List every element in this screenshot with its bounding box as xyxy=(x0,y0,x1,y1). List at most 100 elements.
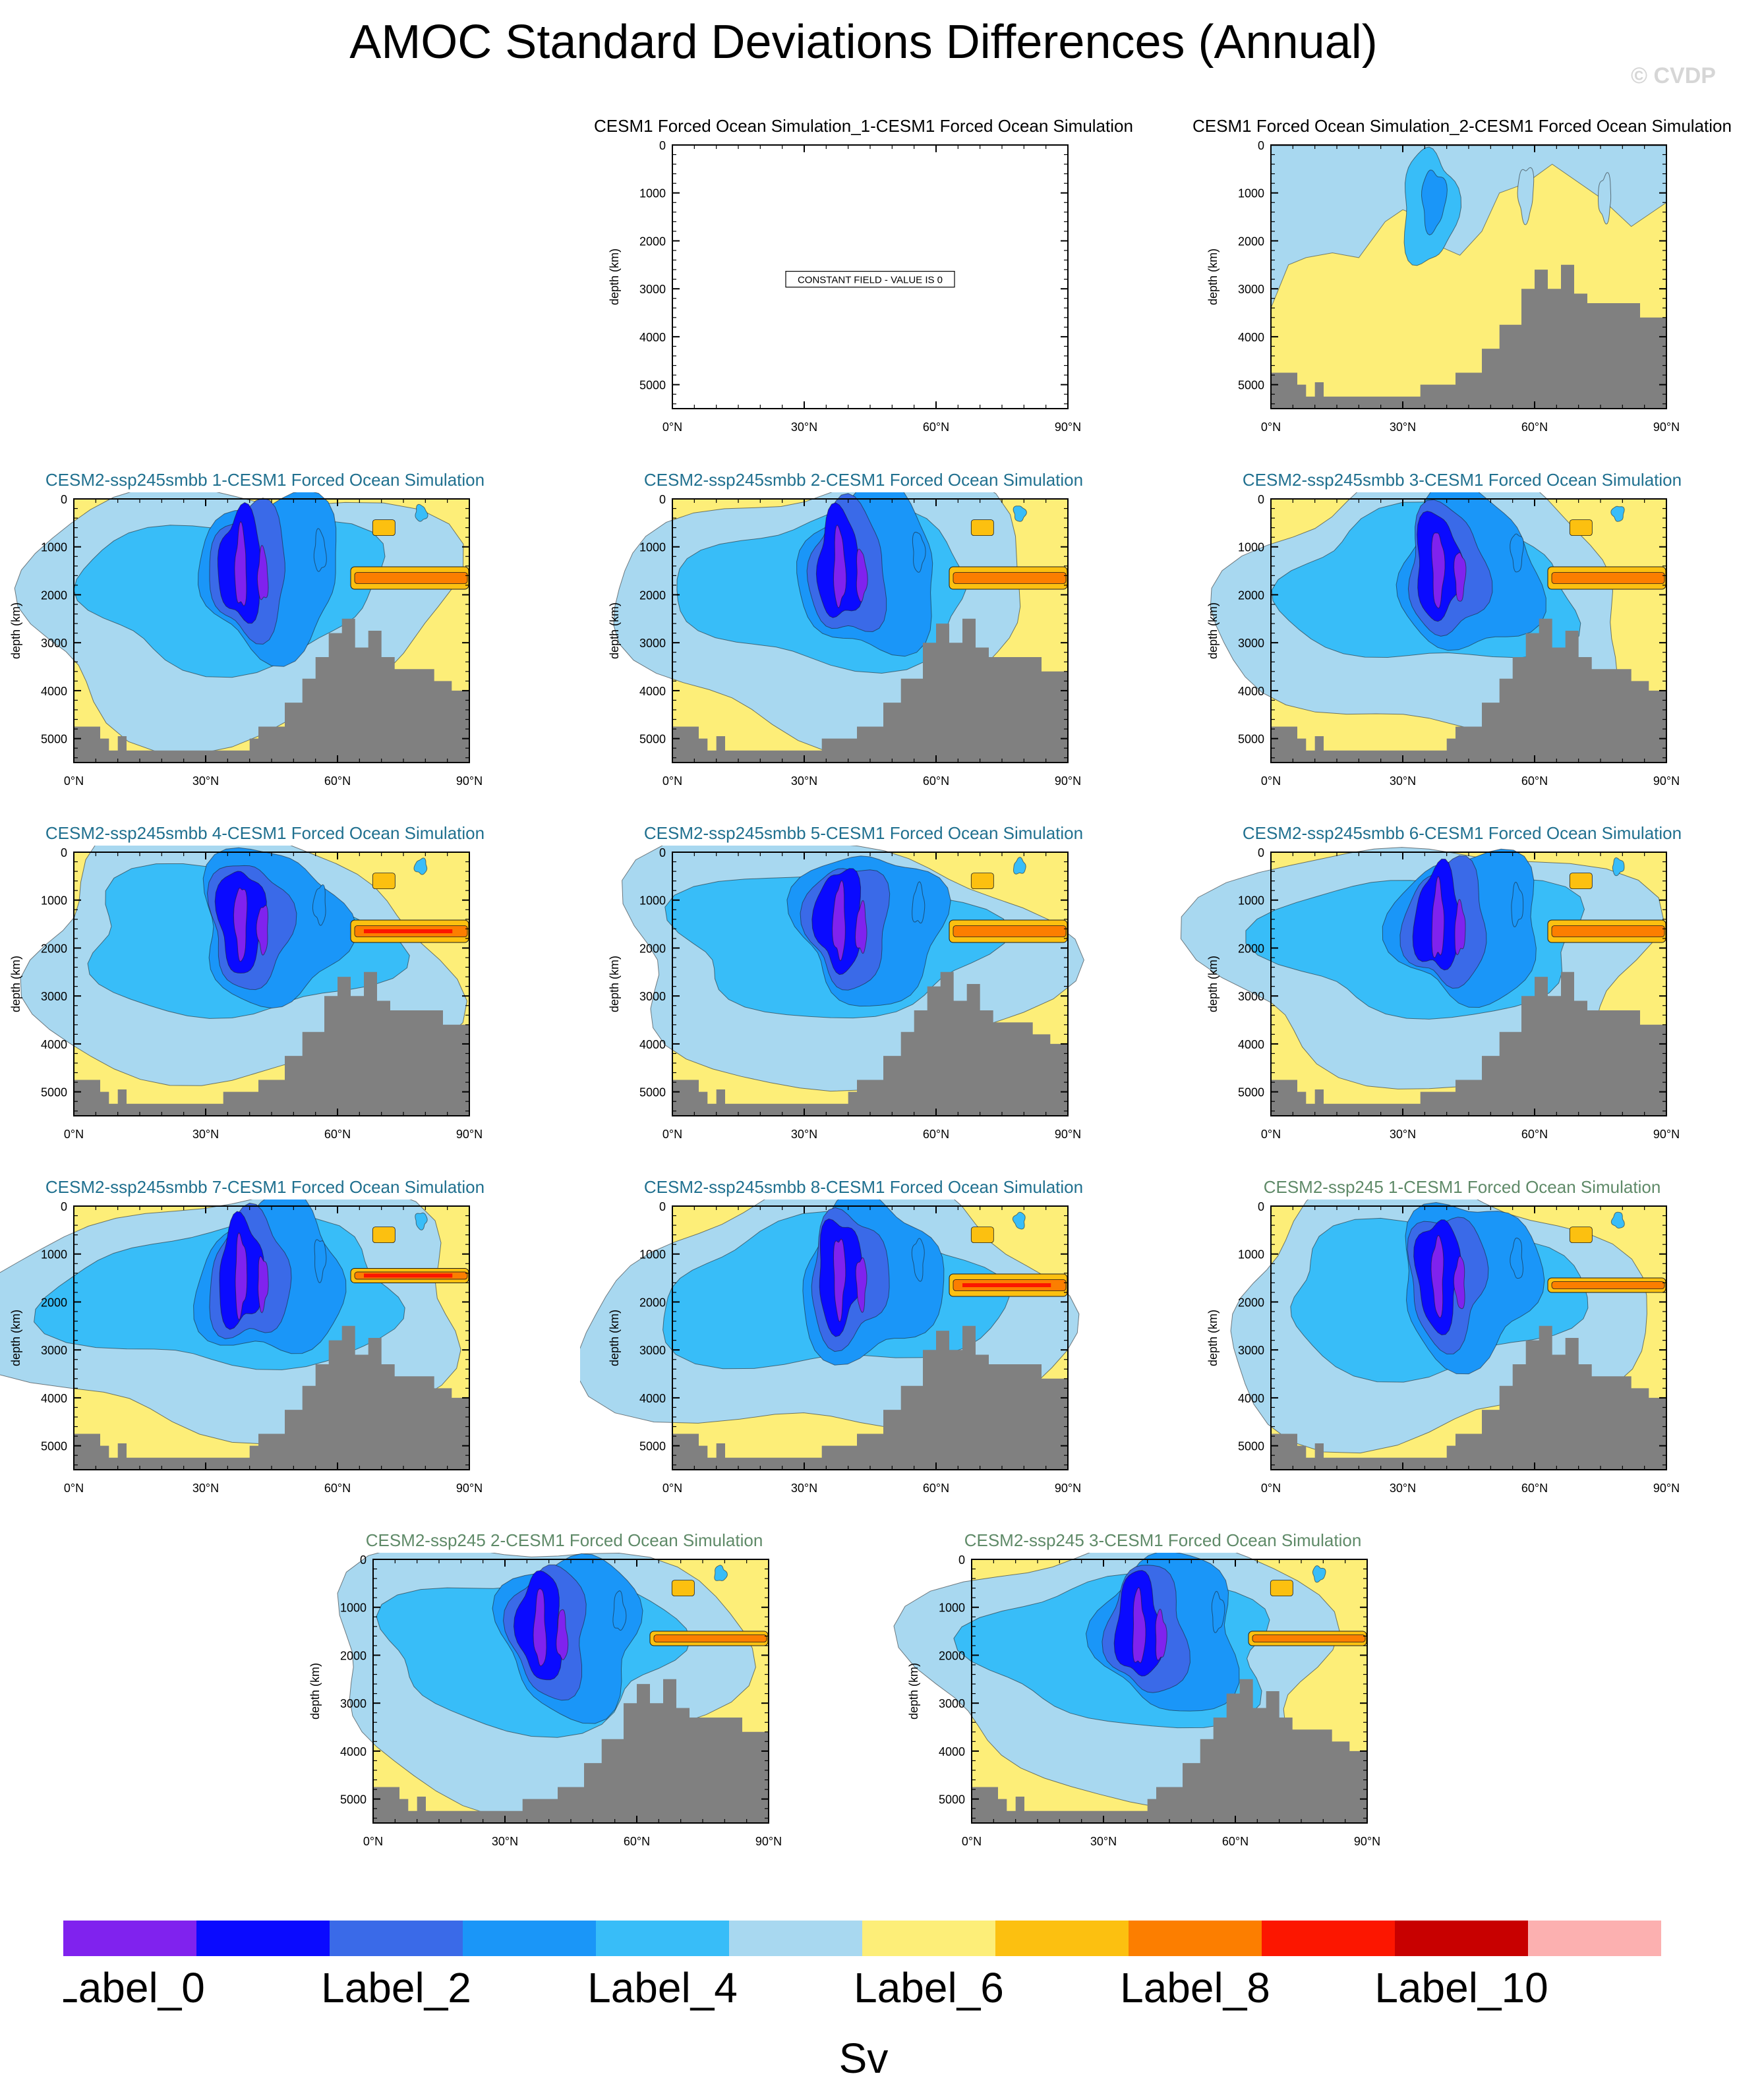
field-purple-core xyxy=(1454,552,1467,602)
y-tick-label: 5000 xyxy=(639,1440,666,1453)
y-tick-label: 2000 xyxy=(939,1649,965,1662)
field-side-cell xyxy=(314,1239,327,1284)
y-axis-title: depth (km) xyxy=(9,1310,22,1366)
y-tick-label: 5000 xyxy=(1238,1440,1264,1453)
y-tick-label: 3000 xyxy=(41,990,67,1003)
field-orange-patch xyxy=(970,519,994,536)
panel-title: CESM1 Forced Ocean Simulation_1-CESM1 Fo… xyxy=(594,116,1133,136)
field-small-cell xyxy=(714,1565,728,1582)
y-tick-label: 5000 xyxy=(639,733,666,746)
y-tick-label: 3000 xyxy=(41,637,67,650)
field-orange-core xyxy=(1252,1634,1366,1642)
panel-title: CESM2-ssp245smbb 1-CESM1 Forced Ocean Si… xyxy=(45,470,485,490)
y-tick-label: 4000 xyxy=(340,1745,367,1758)
panel-title: CESM2-ssp245 3-CESM1 Forced Ocean Simula… xyxy=(964,1530,1362,1550)
y-tick-label: 3000 xyxy=(639,283,666,296)
panel-13: CESM2-ssp245 3-CESM1 Forced Ocean Simula… xyxy=(879,1530,1446,1870)
panel-plot: 0 1000 2000 3000 4000 5000 0°N 30°N 60°N 90°N dept… xyxy=(0,1200,483,1495)
field-light-patch xyxy=(1517,167,1535,225)
field-purple-core xyxy=(1431,533,1446,609)
y-tick-label: 5000 xyxy=(41,1440,67,1453)
field-small-cell xyxy=(1013,857,1026,875)
y-axis-title: depth (km) xyxy=(907,1663,920,1720)
field-small-cell xyxy=(1612,857,1625,877)
y-tick-label: 1000 xyxy=(1238,187,1264,200)
panel-title: CESM2-ssp245smbb 4-CESM1 Forced Ocean Si… xyxy=(45,823,485,843)
x-tick-label: 90°N xyxy=(1354,1835,1380,1848)
panel-10: CESM2-ssp245smbb 8-CESM1 Forced Ocean Si… xyxy=(580,1177,1147,1517)
field-orange-patch xyxy=(1270,1580,1293,1597)
panel-plot: 0 1000 2000 3000 4000 5000 0°N 30°N 60°N 90°N dept… xyxy=(9,846,483,1141)
field-purple-core xyxy=(235,1232,248,1321)
y-tick-label: 4000 xyxy=(1238,1392,1264,1405)
y-tick-label: 5000 xyxy=(41,1086,67,1099)
field-purple-core xyxy=(1132,1586,1146,1663)
bathymetry-mask xyxy=(74,1325,469,1470)
panel-plot: 0 1000 2000 3000 4000 5000 0°N 30°N 60°N 90°N dept… xyxy=(608,846,1084,1141)
field-orange-core xyxy=(953,925,1067,937)
field-purple-core xyxy=(1454,899,1466,956)
y-axis-title: depth (km) xyxy=(309,1663,322,1720)
colorbar-swatch xyxy=(1528,1921,1661,1956)
panel-7: CESM2-ssp245smbb 5-CESM1 Forced Ocean Si… xyxy=(580,823,1147,1163)
y-axis-title: depth (km) xyxy=(1206,956,1220,1012)
y-tick-label: 4000 xyxy=(639,685,666,698)
x-tick-label: 60°N xyxy=(324,1482,351,1495)
y-tick-label: 4000 xyxy=(41,1392,67,1405)
x-tick-label: 60°N xyxy=(324,774,351,788)
y-tick-label: 3000 xyxy=(939,1697,965,1710)
panel-4: CESM2-ssp245smbb 2-CESM1 Forced Ocean Si… xyxy=(580,470,1147,810)
y-tick-label: 2000 xyxy=(340,1649,367,1662)
x-tick-label: 30°N xyxy=(791,774,817,788)
x-tick-label: 60°N xyxy=(1521,1482,1548,1495)
field-small-cell xyxy=(415,504,428,522)
field-purple-core xyxy=(833,524,847,609)
field-purple-core xyxy=(856,548,868,602)
bathymetry-mask xyxy=(1271,1325,1666,1470)
field-orange-patch xyxy=(1569,519,1593,536)
field-purple-core xyxy=(855,1257,867,1314)
y-tick-label: 2000 xyxy=(41,1296,67,1309)
colorbar-swatch xyxy=(596,1921,730,1956)
colorbar-label: Label_4 xyxy=(587,1964,738,2011)
panel-plot: 0 1000 2000 3000 4000 5000 0°N 30°N 60°N 90°N dept… xyxy=(1206,139,1680,434)
x-tick-label: 30°N xyxy=(1390,420,1416,434)
x-tick-label: 90°N xyxy=(1653,1482,1680,1495)
field-side-cell xyxy=(1511,881,1524,927)
y-tick-label: 1000 xyxy=(639,541,666,554)
y-tick-label: 4000 xyxy=(1238,685,1264,698)
y-tick-label: 5000 xyxy=(41,733,67,746)
y-axis-title: depth (km) xyxy=(1206,248,1220,305)
y-tick-label: 3000 xyxy=(1238,283,1264,296)
y-tick-label: 1000 xyxy=(639,894,666,908)
field-side-cell xyxy=(912,881,926,924)
field-small-cell xyxy=(1012,1211,1026,1230)
field-red-core xyxy=(962,1283,1051,1287)
y-tick-label: 2000 xyxy=(639,1296,666,1309)
colorbar-label: Label_2 xyxy=(321,1964,471,2011)
field-orange-core xyxy=(1551,1281,1665,1289)
y-axis-title: depth (km) xyxy=(608,602,621,659)
y-tick-label: 5000 xyxy=(1238,379,1264,392)
field-orange-patch xyxy=(372,1227,396,1244)
panel-8: CESM2-ssp245smbb 6-CESM1 Forced Ocean Si… xyxy=(1179,823,1746,1163)
field-purple-core xyxy=(234,521,247,606)
y-tick-label: 1000 xyxy=(41,1248,67,1261)
y-axis-title: depth (km) xyxy=(1206,602,1220,659)
panel-title: CESM2-ssp245 2-CESM1 Forced Ocean Simula… xyxy=(365,1530,763,1550)
panel-2: CESM1 Forced Ocean Simulation_2-CESM1 Fo… xyxy=(1179,116,1746,456)
x-tick-label: 60°N xyxy=(624,1835,650,1848)
colorbar-swatch xyxy=(463,1921,597,1956)
panel-title: CESM2-ssp245smbb 3-CESM1 Forced Ocean Si… xyxy=(1242,470,1682,490)
colorbar-label: Label_10 xyxy=(1374,1964,1548,2011)
y-tick-label: 4000 xyxy=(41,1038,67,1051)
panel-plot: 0 1000 2000 3000 4000 5000 0°N 30°N 60°N 90°N dept… xyxy=(1206,1200,1680,1495)
y-tick-label: 2000 xyxy=(41,589,67,602)
field-red-core xyxy=(364,929,453,933)
y-tick-label: 4000 xyxy=(1238,1038,1264,1051)
field-small-cell xyxy=(415,1212,428,1230)
x-tick-label: 30°N xyxy=(791,1128,817,1141)
panel-12: CESM2-ssp245 2-CESM1 Forced Ocean Simula… xyxy=(281,1530,848,1870)
colorbar-label: Label_6 xyxy=(854,1964,1004,2011)
x-tick-label: 0°N xyxy=(64,1482,84,1495)
